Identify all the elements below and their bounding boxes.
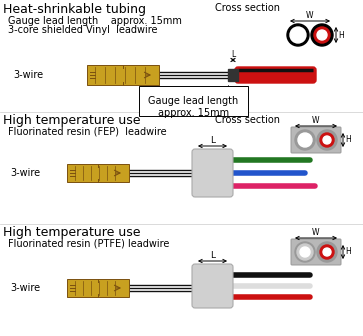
Circle shape xyxy=(317,242,337,262)
Circle shape xyxy=(298,133,312,147)
Circle shape xyxy=(287,24,309,46)
Circle shape xyxy=(295,242,315,262)
Text: approx. 15mm: approx. 15mm xyxy=(158,108,229,118)
FancyBboxPatch shape xyxy=(235,67,316,83)
Text: H: H xyxy=(345,135,351,144)
Text: W: W xyxy=(306,11,314,20)
Text: 3-wire: 3-wire xyxy=(10,168,40,178)
Text: Gauge lead length    approx. 15mm: Gauge lead length approx. 15mm xyxy=(8,16,182,26)
FancyBboxPatch shape xyxy=(192,264,233,308)
Text: L: L xyxy=(210,251,215,260)
Bar xyxy=(67,279,129,297)
FancyBboxPatch shape xyxy=(291,127,341,153)
Text: Fluorinated resin (PTFE) leadwire: Fluorinated resin (PTFE) leadwire xyxy=(8,239,170,249)
Text: H: H xyxy=(338,31,344,40)
FancyBboxPatch shape xyxy=(291,239,341,265)
Text: W: W xyxy=(312,116,320,125)
Text: High temperature use: High temperature use xyxy=(3,114,140,127)
Bar xyxy=(87,65,159,85)
Circle shape xyxy=(290,27,306,43)
Text: 3-core shielded Vinyl  leadwire: 3-core shielded Vinyl leadwire xyxy=(8,25,158,35)
Circle shape xyxy=(300,247,310,257)
Circle shape xyxy=(323,136,331,144)
Circle shape xyxy=(314,27,330,43)
Circle shape xyxy=(323,248,331,256)
Text: W: W xyxy=(312,228,320,237)
Text: L: L xyxy=(231,50,235,59)
Text: Fluorinated resin (FEP)  leadwire: Fluorinated resin (FEP) leadwire xyxy=(8,127,167,137)
Text: Heat-shrinkable tubing: Heat-shrinkable tubing xyxy=(3,3,146,16)
Text: 3-wire: 3-wire xyxy=(13,70,43,80)
Circle shape xyxy=(295,130,315,150)
Text: H: H xyxy=(345,248,351,256)
Circle shape xyxy=(297,244,313,260)
Bar xyxy=(228,69,238,81)
Circle shape xyxy=(320,133,334,147)
Text: Gauge lead length: Gauge lead length xyxy=(148,96,238,106)
Text: Cross section: Cross section xyxy=(215,3,280,13)
FancyBboxPatch shape xyxy=(192,149,233,197)
Circle shape xyxy=(317,30,327,40)
Bar xyxy=(67,164,129,182)
Text: L: L xyxy=(210,136,215,145)
Circle shape xyxy=(317,130,337,150)
Circle shape xyxy=(320,245,334,259)
Text: High temperature use: High temperature use xyxy=(3,226,140,239)
Circle shape xyxy=(311,24,333,46)
Text: Cross section: Cross section xyxy=(215,115,280,125)
Text: 3-wire: 3-wire xyxy=(10,283,40,293)
